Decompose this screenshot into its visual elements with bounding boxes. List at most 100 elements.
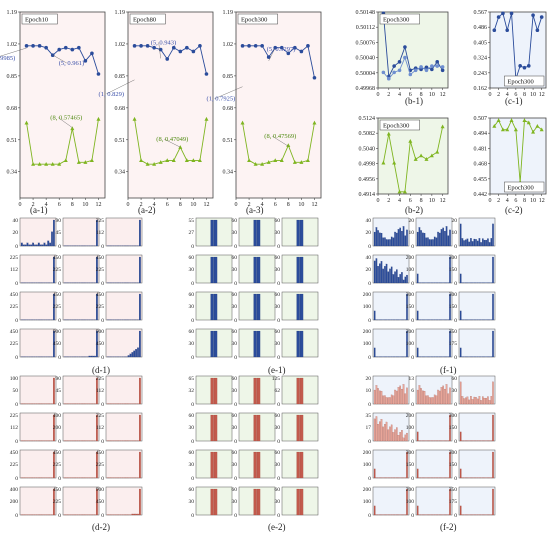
hist-bar [213,256,218,284]
hist-bar [428,239,431,247]
hist-ytick-zero: 0 [368,355,371,361]
hist-ytick-top: 60 [232,413,238,419]
hist-bar [375,258,378,284]
hist-bar [468,399,470,405]
hist-ytick-top: 35 [366,413,372,419]
hist-bar [483,239,486,247]
y-tick-label-b1: 0.50040 [356,56,376,62]
hist-bar [96,377,98,405]
data-point-a2 [198,44,202,48]
hist-ytick-top: 40 [13,218,19,224]
hist-bar [406,229,408,247]
hist-bar [471,241,474,247]
hist-ytick-zero: 0 [234,402,237,408]
data-point-c2 [526,120,531,125]
hist-ytick-top: 65 [189,376,195,382]
hist-bar [435,237,438,247]
hist-bar [380,390,383,405]
hist-ytick-mid: 30 [232,304,238,310]
hist-bar [490,238,493,247]
hist-bar [296,256,300,284]
hist-bar [430,239,433,247]
hist-ytick-mid: 225 [53,304,62,310]
data-point-a3 [286,51,291,56]
x-tick-label-a1: 4 [45,202,48,208]
hist-ytick-mid: 30 [275,462,281,468]
y-tick-label-a3: 1.02 [223,42,234,48]
data-point-a1 [83,59,88,63]
hist-ytick-mid: 450 [96,499,105,505]
data-point-a3 [279,158,284,163]
hist-bar [377,388,379,405]
hist-bar [459,347,462,358]
hist-ytick-top: 300 [406,292,415,298]
hist-bar [449,488,451,516]
hist-bar [139,451,141,479]
hist-bar [139,414,141,442]
hist-ytick-top: 300 [449,292,458,298]
hist-ytick-mid: 30 [189,304,195,310]
hist-f-2-r2-c1: 300 150 0 [406,449,453,482]
hist-bar [51,231,53,247]
hist-bar [473,238,476,247]
hist-bar [397,277,400,284]
x-tick-label-b2: 4 [398,198,401,204]
hist-bar [131,513,134,516]
y-tick-label-a2: 0.68 [115,106,126,112]
hist-bar [404,393,407,405]
hist-ytick-mid: 450 [96,341,105,347]
hist-ytick-top: 40 [366,255,372,261]
series-line-b2-0 [382,126,444,193]
hist-ytick-top: 300 [449,255,458,261]
data-point-c2 [500,127,505,132]
hist-bar [478,238,481,247]
hist-ytick-zero: 0 [58,476,61,482]
x-tick-label-a2: 2 [140,202,143,208]
hist-bar [382,395,384,405]
hist-f-1-r2-c0: 200 100 0 [363,291,410,324]
y-tick-label-a1: 1.02 [7,42,18,48]
hist-ytick-mid: 10 [409,230,415,236]
hist-e-1-r1-c0: 60 30 0 [189,254,233,287]
data-point-a1 [44,45,48,50]
hist-bar [492,451,494,479]
x-tick-label-a2: 4 [153,202,156,208]
hist-ytick-mid: 100 [406,341,415,347]
hist-plot-area [415,291,453,321]
data-point-c1 [501,11,505,16]
hist-bar [256,414,261,442]
hist-bar [433,394,436,405]
hist-ytick-top: 20 [452,218,458,224]
hist-ytick-zero: 0 [101,318,104,324]
data-point-a1 [24,44,29,48]
hist-bar [139,293,141,321]
hist-ytick-zero: 0 [411,244,414,250]
hist-bar [427,237,429,247]
hist-bar [476,398,479,405]
x-tick-label-c2: 6 [514,198,517,204]
data-point-c2 [531,129,536,134]
hist-ytick-top: 200 [406,413,415,419]
hist-ytick-mid: 150 [449,425,458,431]
hist-ytick-top: 225 [10,255,19,261]
hist-bar [447,235,450,247]
data-point-a2 [132,116,137,121]
hist-bar [253,488,257,516]
hist-ytick-top: 60 [232,376,238,382]
hist-ytick-mid: 225 [53,462,62,468]
hist-ytick-zero: 0 [277,402,280,408]
annotation-leader-a3 [272,136,289,147]
hist-ytick-top: 60 [232,292,238,298]
data-point-a1 [83,160,88,164]
caption-d1: (d-1) [92,365,110,375]
chart-b1: 0.50148 0.50112 0.50076 0.50040 0.50004 0.499… [356,10,449,98]
hist-bar [373,231,376,247]
hist-bar [256,219,261,247]
hist-f-1-r0-c1: 20 10 0 [409,217,453,250]
hist-ytick-mid: 20 [366,267,372,273]
hist-f-2-r2-c2: 300 150 0 [449,449,496,482]
hist-e-1-r2-c1: 60 30 0 [232,291,276,324]
plot-area-a1 [19,11,106,199]
hist-bar [416,505,419,516]
x-tick-label-c2: 2 [497,198,500,204]
